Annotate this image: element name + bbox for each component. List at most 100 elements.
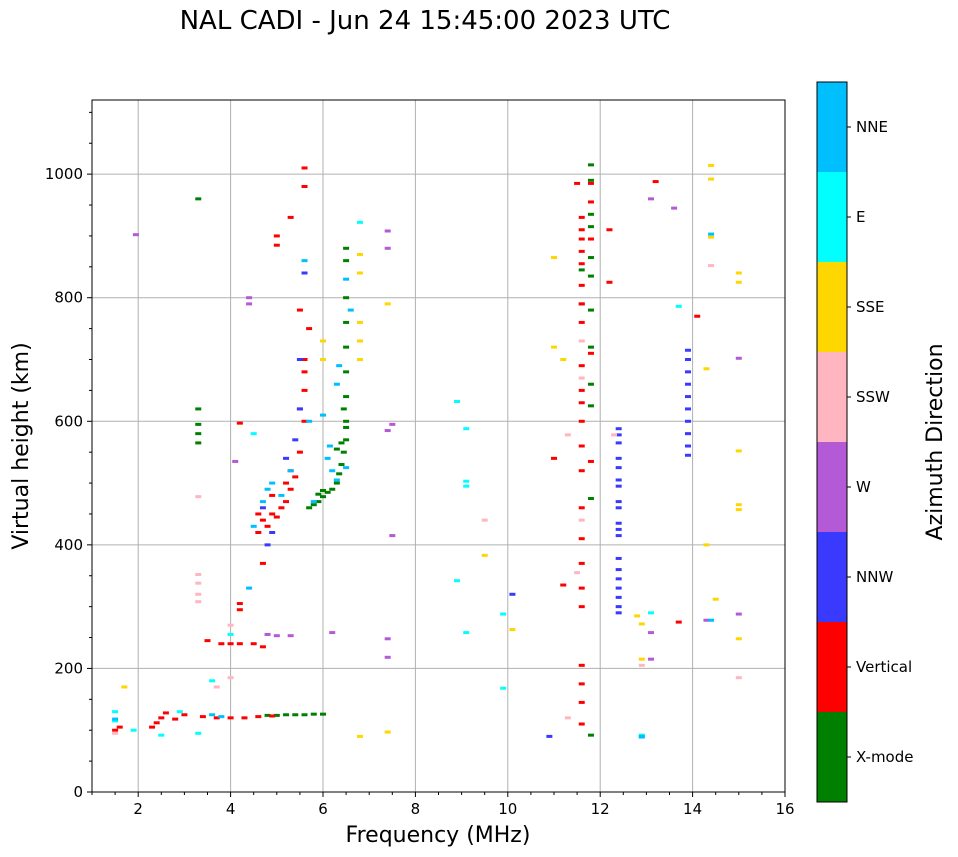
data-point-vertical (551, 456, 557, 460)
data-point-vertical (578, 237, 585, 241)
data-point-ssw (574, 571, 581, 575)
data-point-nnw (615, 605, 622, 609)
data-point-nnw (292, 438, 299, 442)
data-point-sse (638, 622, 645, 626)
data-point-x-mode (340, 407, 347, 411)
data-point-sse (735, 637, 742, 641)
data-point-w (273, 634, 280, 638)
data-point-w (703, 618, 710, 622)
data-point-e (209, 679, 216, 683)
data-point-nnw (684, 370, 691, 374)
data-point-sse (708, 163, 715, 167)
data-point-vertical (578, 283, 585, 287)
y-tick-label: 1000 (45, 165, 83, 183)
data-point-x-mode (195, 407, 202, 411)
data-point-sse (708, 235, 715, 239)
data-point-vertical (227, 716, 234, 720)
data-point-nne (264, 487, 271, 491)
data-point-vertical (149, 725, 156, 729)
data-point-x-mode (333, 481, 340, 485)
data-point-nnw (684, 453, 691, 457)
data-point-vertical (578, 444, 585, 448)
data-point-sse (320, 339, 326, 343)
data-point-vertical (287, 487, 294, 491)
data-point-nnw (615, 466, 622, 470)
data-point-vertical (204, 639, 211, 643)
data-point-sse (320, 358, 326, 361)
data-point-w (384, 246, 391, 250)
data-point-nnw (684, 358, 691, 361)
data-point-nnw (615, 527, 622, 531)
data-point-w (389, 534, 396, 538)
data-point-w (735, 356, 742, 360)
data-point-sse (551, 345, 557, 349)
data-point-nne (306, 419, 313, 423)
data-point-vertical (255, 531, 262, 534)
data-point-ssw (564, 716, 571, 720)
data-point-ssw (564, 433, 571, 437)
data-point-nnw (615, 521, 622, 525)
data-point-nne (209, 713, 216, 717)
data-point-nnw (301, 271, 308, 275)
data-point-vertical (213, 716, 220, 720)
data-point-e (500, 686, 507, 690)
data-point-e (648, 611, 655, 615)
grid-lines (92, 100, 786, 793)
data-point-nne (638, 735, 645, 739)
data-point-nnw (684, 382, 691, 386)
data-point-sse (384, 302, 391, 306)
data-point-x-mode (343, 395, 350, 399)
colorbar-tick-label: SSW (856, 388, 890, 406)
data-point-x-mode (343, 370, 350, 374)
data-point-sse (356, 734, 363, 738)
data-point-ssw (195, 573, 202, 577)
data-point-nne (324, 456, 331, 460)
colorbar-tick-label: X-mode (856, 748, 913, 766)
data-point-w (384, 655, 391, 659)
colorbar-tick-label: NNW (856, 568, 893, 586)
data-point-nnw (259, 506, 266, 510)
data-point-vertical (236, 642, 243, 646)
data-point-vertical (587, 200, 594, 204)
data-point-nnw (615, 506, 622, 510)
data-point-vertical (236, 608, 243, 612)
data-point-nnw (615, 500, 622, 504)
data-point-nne (333, 382, 340, 386)
data-point-vertical (578, 537, 585, 541)
data-point-nnw (269, 531, 276, 534)
data-point-vertical (259, 645, 266, 649)
data-point-vertical (606, 228, 613, 232)
data-point-nnw (615, 433, 622, 437)
data-point-e (356, 220, 363, 224)
data-point-e (227, 632, 234, 636)
data-point-x-mode (283, 713, 290, 717)
data-point-w (648, 631, 655, 635)
data-point-w (232, 459, 239, 463)
data-point-nnw (283, 456, 290, 460)
data-point-sse (712, 597, 719, 601)
data-point-w (287, 634, 294, 638)
colorbar-label: Azimuth Direction (923, 343, 948, 540)
data-point-vertical (181, 713, 188, 717)
data-point-nnw (684, 407, 691, 411)
data-point-nnw (615, 534, 622, 538)
data-point-e (112, 719, 119, 723)
data-point-nnw (615, 427, 622, 431)
colorbar-segment (817, 352, 847, 442)
data-point-sse (560, 358, 567, 361)
data-point-ssw (578, 518, 585, 522)
data-point-x-mode (587, 404, 594, 408)
data-point-nnw (684, 432, 691, 436)
data-point-e (130, 728, 137, 732)
data-point-sse (634, 614, 641, 618)
colorbar-tick-label: Vertical (856, 658, 912, 676)
data-point-nne (333, 478, 340, 482)
data-point-x-mode (578, 268, 585, 272)
data-point-nnw (264, 543, 271, 547)
data-point-vertical (578, 506, 585, 510)
data-point-ssw (227, 676, 234, 680)
x-tick-label: 12 (591, 800, 610, 818)
data-point-ssw (195, 600, 202, 604)
data-point-x-mode (587, 256, 594, 260)
data-point-vertical (578, 586, 585, 590)
